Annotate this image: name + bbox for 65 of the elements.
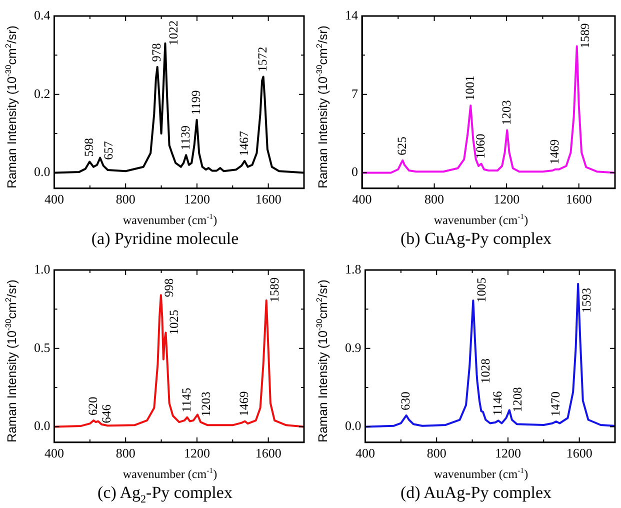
x-axis-title: wavenumber (cm$^{-1}$) [432,212,530,228]
x-tick-label: 1200 [184,446,210,461]
x-tick-label: 1600 [255,192,282,207]
annotation: 630 [398,392,413,410]
annotation: 978 [150,43,164,62]
y-tick-label: 0.9 [345,340,362,355]
x-tick-label: 400 [44,192,64,207]
x-tick-label: 400 [352,192,372,207]
x-tick-label: 400 [44,446,64,461]
annotation: 1470 [548,392,562,417]
x-tick-label: 1600 [566,446,592,461]
annotation: 646 [99,404,114,424]
annotation: 1208 [510,387,525,412]
x-tick-label: 1200 [494,192,520,207]
y-tick-label: 1.0 [34,261,50,276]
annotation: 1469 [547,139,562,164]
x-tick-label: 1600 [255,446,282,461]
x-axis-title: wavenumber (cm$^{-1}$) [432,466,530,482]
annotation: 1199 [189,90,204,115]
annotation: 1467 [236,130,251,156]
text: (d) AuAg-Py complex [399,483,553,503]
annotation: 998 [162,278,176,298]
annotation: 1005 [474,277,488,302]
text: (b) CuAg-Py complex [399,229,553,249]
x-tick-label: 400 [356,446,375,461]
y-tick-label: 7 [352,86,358,101]
annotation: 1060 [474,134,488,159]
x-tick-label: 800 [116,446,136,461]
text: (a) Pyridine molecule [90,229,240,249]
x-tick-label: 1600 [566,192,592,207]
y-tick-label: 0.5 [34,340,50,355]
annotation: 1025 [167,310,182,335]
annotation: 1145 [179,388,194,412]
y-tick-label: 0.0 [34,164,50,180]
annotation: 1001 [462,76,477,101]
annotation: 1203 [198,392,213,417]
y-tick-label: 1.8 [345,261,362,276]
annotation: 620 [86,396,100,416]
y-tick-label: 0.4 [34,7,51,22]
y-tick-label: 0.2 [34,86,50,101]
x-axis-title: wavenumber (cm$^{-1}$) [122,466,218,482]
y-tick-label: 0.0 [345,418,362,434]
x-tick-label: 1200 [494,446,521,461]
annotation: 1028 [478,358,493,384]
annotation: 1589 [268,277,282,302]
x-axis-title: wavenumber (cm$^{-1}$) [122,212,218,228]
annotation: 1469 [237,391,252,416]
annotation: 1593 [579,288,594,313]
annotation: 598 [82,138,96,157]
y-tick-label: 0.0 [34,418,50,434]
annotation: 1572 [256,46,270,72]
x-tick-label: 800 [426,446,446,461]
annotation: 657 [101,141,116,160]
x-tick-label: 800 [424,192,444,207]
annotation: 1139 [178,126,192,150]
y-tick-label: 0 [352,164,358,180]
annotation: 625 [394,136,409,156]
y-tick-label: 14 [345,7,358,22]
annotation: 1022 [166,20,180,46]
x-tick-label: 800 [116,192,136,207]
annotation: 1589 [578,23,592,48]
annotation: 1146 [490,391,505,416]
text: (c) Ag$_{2}$-Py complex [96,483,234,506]
x-tick-label: 1200 [184,192,210,207]
annotation: 1203 [499,100,514,126]
